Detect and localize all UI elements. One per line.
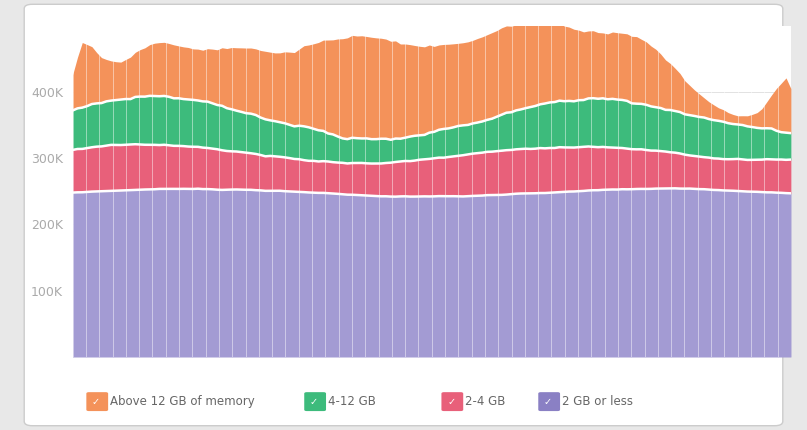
Text: ✓: ✓ bbox=[447, 396, 455, 407]
Text: ✓: ✓ bbox=[92, 396, 100, 407]
Text: Above 12 GB of memory: Above 12 GB of memory bbox=[110, 395, 254, 408]
Text: ✓: ✓ bbox=[310, 396, 318, 407]
Text: 2 GB or less: 2 GB or less bbox=[562, 395, 633, 408]
Text: 2-4 GB: 2-4 GB bbox=[465, 395, 505, 408]
Text: 4-12 GB: 4-12 GB bbox=[328, 395, 375, 408]
Text: ✓: ✓ bbox=[544, 396, 552, 407]
